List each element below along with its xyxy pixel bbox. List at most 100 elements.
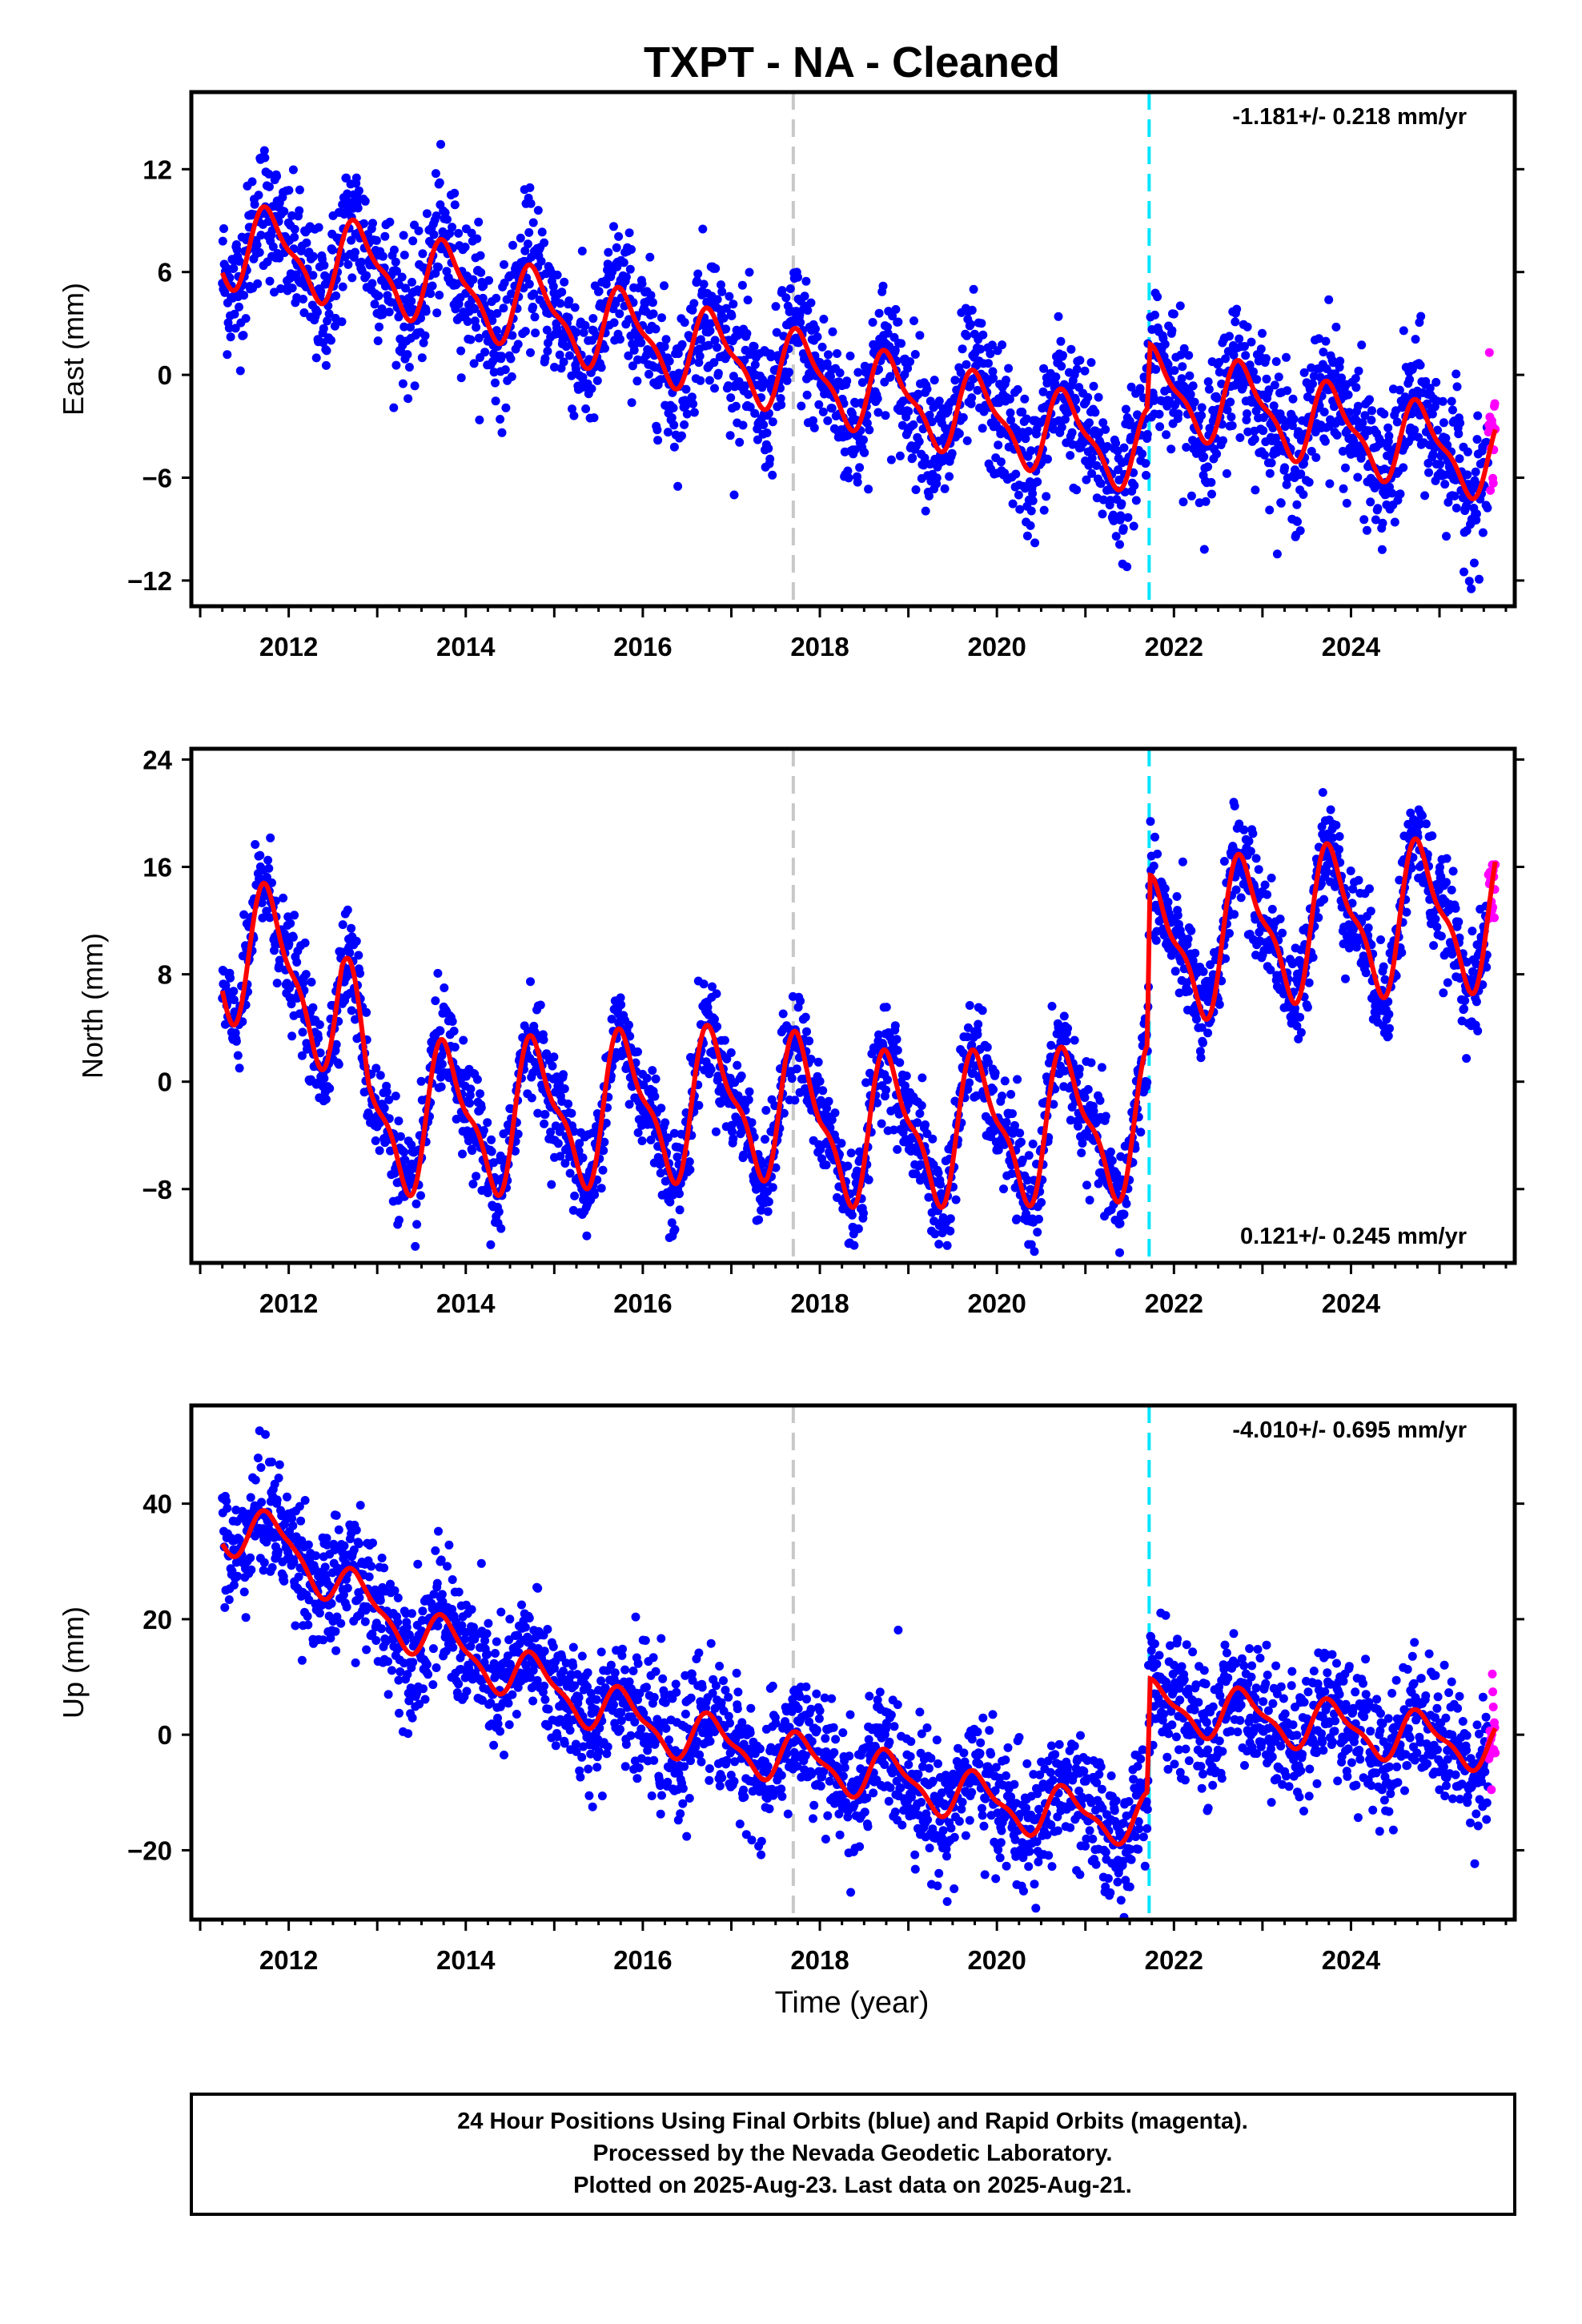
final-point [1204, 384, 1214, 394]
final-point [231, 1036, 241, 1046]
final-point [1126, 382, 1136, 392]
final-point [969, 284, 978, 294]
final-point [507, 372, 516, 381]
final-point [837, 1139, 846, 1148]
final-point [1221, 954, 1231, 963]
final-point [699, 279, 709, 289]
final-point [1086, 1058, 1096, 1068]
final-point [1066, 344, 1076, 354]
final-point [412, 1199, 421, 1208]
final-point [1197, 1023, 1207, 1032]
final-point [1326, 805, 1335, 814]
final-point [925, 410, 934, 420]
final-point [1226, 397, 1235, 407]
final-point [483, 1188, 492, 1197]
y-tick-label: 12 [143, 155, 172, 184]
final-point [725, 292, 734, 301]
x-tick-label: 2016 [613, 632, 672, 661]
final-point [1153, 849, 1162, 858]
final-point [287, 1031, 297, 1041]
final-point [555, 350, 564, 360]
final-point [492, 326, 501, 336]
final-point [1051, 372, 1061, 382]
final-point [459, 1035, 468, 1045]
final-point [475, 415, 484, 424]
final-point [967, 305, 977, 315]
final-point [1247, 337, 1256, 347]
final-point [625, 264, 635, 274]
final-point [642, 1073, 652, 1083]
final-point [771, 302, 781, 312]
final-point [1378, 518, 1387, 528]
final-point [1351, 374, 1360, 383]
final-point [1199, 545, 1209, 554]
final-point [1142, 471, 1150, 480]
final-point [1367, 406, 1376, 416]
final-point [1010, 1120, 1019, 1130]
final-point [637, 279, 647, 288]
final-point [400, 1148, 409, 1157]
final-point [721, 324, 731, 334]
final-point [540, 238, 549, 247]
final-point [396, 1132, 405, 1141]
final-point [334, 1059, 343, 1069]
final-point [440, 208, 450, 218]
final-point [650, 1092, 660, 1101]
final-point [592, 376, 602, 385]
final-point [1153, 292, 1162, 302]
final-point [362, 271, 371, 280]
final-point [319, 324, 328, 333]
final-point [853, 477, 862, 487]
final-point [624, 315, 633, 324]
x-tick-label: 2022 [1145, 632, 1203, 661]
final-point [895, 451, 905, 460]
final-point [920, 453, 930, 463]
final-point [431, 169, 440, 179]
final-point [1249, 367, 1258, 376]
final-point [710, 1015, 719, 1024]
final-point [1063, 1023, 1073, 1033]
final-point [764, 1197, 773, 1207]
final-point [1342, 498, 1351, 508]
final-point [360, 196, 370, 206]
final-point [1303, 1003, 1312, 1012]
final-point [476, 1103, 486, 1112]
final-point [224, 324, 234, 333]
final-point [785, 284, 795, 293]
final-point [494, 1207, 504, 1216]
final-point [1033, 1228, 1042, 1237]
final-point [720, 1035, 729, 1045]
final-point [231, 324, 240, 333]
final-point [460, 243, 470, 251]
final-point [315, 1020, 324, 1029]
final-point [588, 1128, 597, 1138]
final-point [1475, 574, 1484, 584]
final-point [1030, 1247, 1039, 1256]
final-point [1004, 364, 1014, 373]
final-point [252, 240, 262, 250]
final-point [323, 316, 332, 326]
final-point [492, 293, 501, 303]
final-point [564, 1100, 573, 1108]
final-point [298, 1027, 307, 1037]
final-point [1072, 364, 1082, 374]
final-point [721, 304, 731, 313]
final-point [371, 235, 381, 245]
final-point [537, 227, 547, 237]
final-point [796, 996, 805, 1006]
final-point [1319, 895, 1329, 904]
final-point [399, 231, 408, 240]
final-point [468, 275, 478, 284]
final-point [1085, 418, 1094, 428]
final-point [645, 252, 655, 262]
final-point [669, 1128, 679, 1138]
final-point [1089, 1106, 1098, 1116]
final-point [815, 1076, 825, 1086]
final-point [693, 276, 701, 286]
final-point [1057, 361, 1066, 371]
final-point [1074, 1064, 1084, 1074]
final-point [1097, 1063, 1106, 1072]
final-point [648, 298, 657, 308]
final-point [1435, 460, 1444, 469]
final-point [321, 1095, 331, 1104]
